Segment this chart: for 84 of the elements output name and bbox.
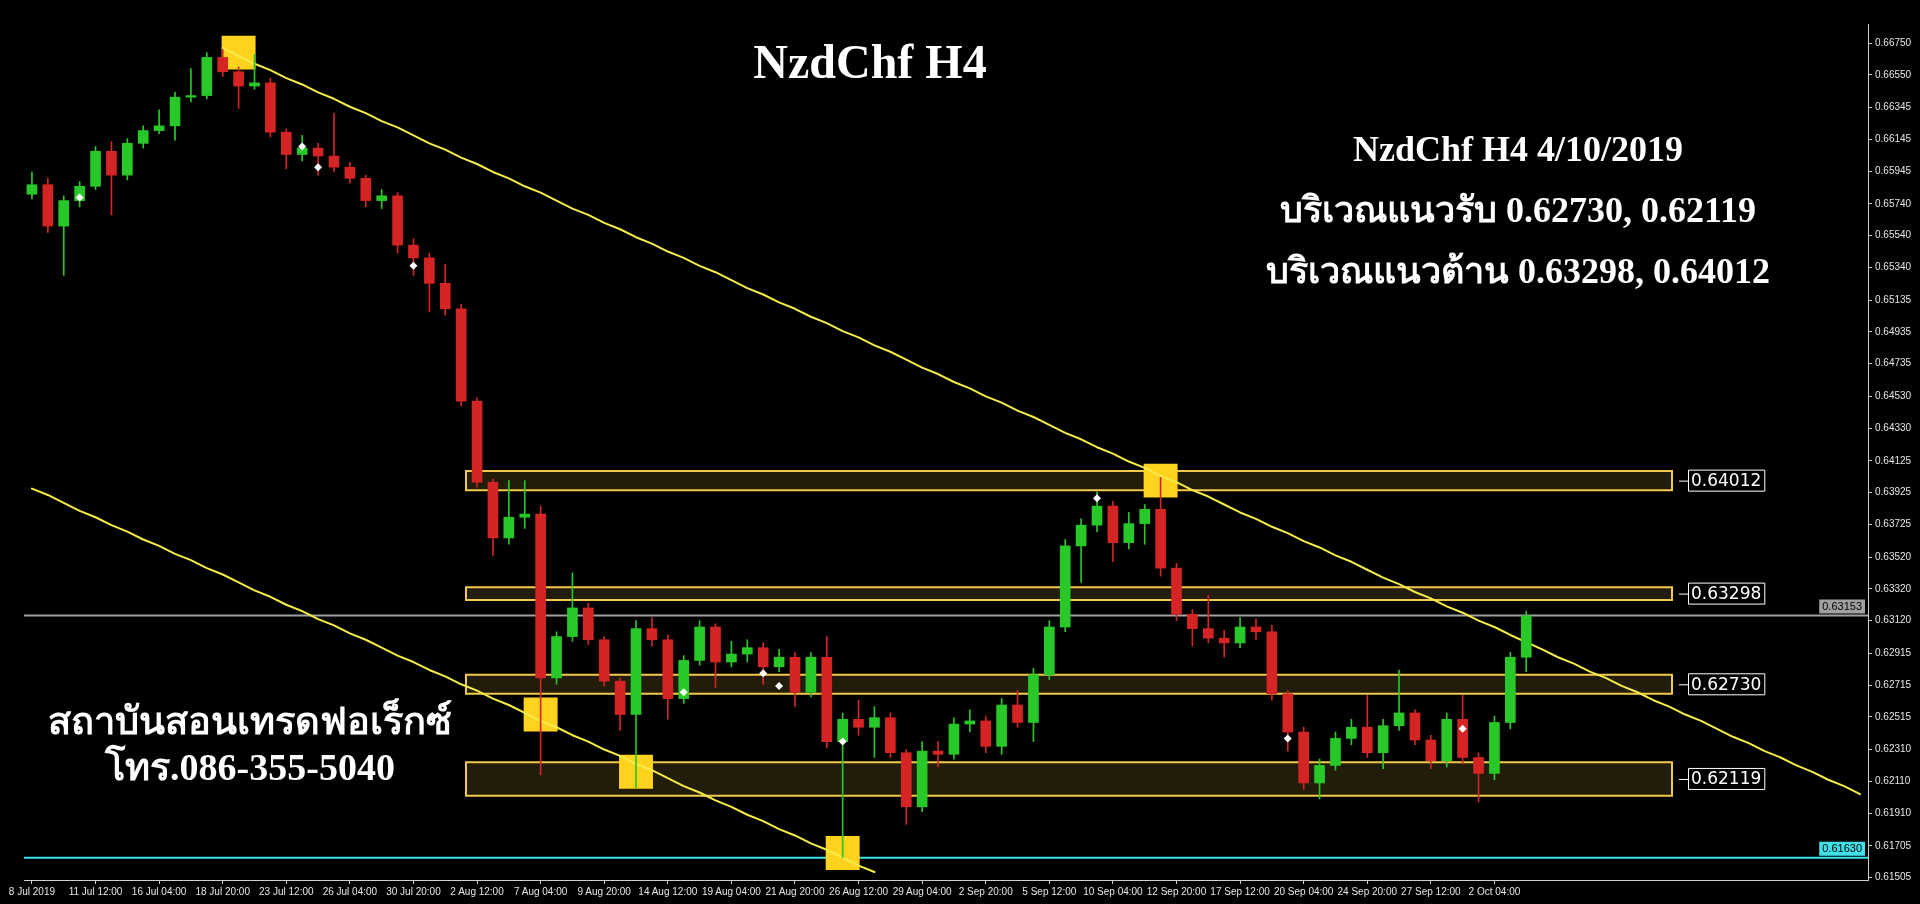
x-tick-label: 19 Aug 04:00 bbox=[701, 885, 762, 897]
point bbox=[298, 142, 307, 151]
point bbox=[1458, 724, 1467, 733]
annotation: NzdChf H4 4/10/2019 bbox=[1352, 129, 1684, 171]
x-tick-label: 10 Sep 04:00 bbox=[1083, 885, 1144, 897]
x-tick-label: 26 Aug 12:00 bbox=[829, 885, 889, 897]
x-tick-label: 14 Aug 12:00 bbox=[638, 885, 698, 897]
band-label: 0.62119 bbox=[1691, 768, 1762, 789]
x-tick-label: 2 Oct 04:00 bbox=[1468, 885, 1521, 897]
candlestick bbox=[1393, 669, 1405, 731]
y-tick-label: 0.65945 bbox=[1875, 164, 1912, 176]
annotation: สถาบันสอนเทรดฟอเร็กซ์ bbox=[48, 700, 452, 744]
point bbox=[759, 669, 768, 678]
x-tick-label: 11 Jul 12:00 bbox=[68, 885, 123, 897]
candlestick bbox=[1202, 594, 1214, 644]
y-tick-label: 0.61705 bbox=[1875, 839, 1912, 851]
y-tick-label: 0.62310 bbox=[1875, 743, 1912, 755]
x-tick-label: 17 Sep 12:00 bbox=[1210, 885, 1271, 897]
candlestick bbox=[932, 741, 944, 768]
y-tick-label: 0.62515 bbox=[1875, 710, 1912, 722]
y-tick-label: 0.66550 bbox=[1875, 68, 1912, 80]
x-tick-label: 21 Aug 20:00 bbox=[765, 885, 825, 897]
x-tick-label: 12 Sep 20:00 bbox=[1146, 885, 1207, 897]
candlestick bbox=[1218, 629, 1230, 658]
y-tick-label: 0.65740 bbox=[1875, 197, 1912, 209]
y-tick-label: 0.64330 bbox=[1875, 421, 1912, 433]
x-tick-label: 2 Aug 12:00 bbox=[450, 885, 505, 897]
x-tick-label: 20 Sep 04:00 bbox=[1273, 885, 1334, 897]
y-tick-label: 0.61910 bbox=[1875, 806, 1912, 818]
y-tick-label: 0.61505 bbox=[1875, 871, 1912, 883]
y-tick-label: 0.65340 bbox=[1875, 261, 1912, 273]
x-tick-label: 23 Jul 12:00 bbox=[259, 885, 314, 897]
y-tick-label: 0.65135 bbox=[1875, 293, 1912, 305]
candlestick bbox=[328, 112, 340, 173]
band-label: 0.62730 bbox=[1691, 673, 1762, 694]
y-tick-label: 0.63725 bbox=[1875, 518, 1912, 530]
y-tick-label: 0.62915 bbox=[1875, 647, 1912, 659]
y-tick-label: 0.66145 bbox=[1875, 133, 1912, 145]
y-tick-label: 0.64530 bbox=[1875, 390, 1912, 402]
y-tick-label: 0.63925 bbox=[1875, 486, 1912, 498]
band-label: 0.64012 bbox=[1691, 470, 1762, 491]
y-tick-label: 0.63120 bbox=[1875, 614, 1912, 626]
x-tick-label: 16 Jul 04:00 bbox=[131, 885, 187, 897]
y-tick-label: 0.66345 bbox=[1875, 101, 1912, 113]
x-tick-label: 26 Jul 04:00 bbox=[322, 885, 378, 897]
x-tick-label: 29 Aug 04:00 bbox=[892, 885, 953, 897]
ref-line-label: 0.61630 bbox=[1822, 842, 1862, 855]
x-tick-label: 8 Jul 2019 bbox=[8, 885, 56, 897]
x-tick-label: 5 Sep 12:00 bbox=[1022, 885, 1077, 897]
y-tick-label: 0.64125 bbox=[1875, 454, 1912, 466]
point bbox=[679, 688, 688, 697]
y-tick-label: 0.64735 bbox=[1875, 357, 1912, 369]
x-tick-label: 24 Sep 20:00 bbox=[1337, 885, 1398, 897]
chart-title: NzdChf H4 bbox=[753, 34, 987, 90]
point bbox=[1143, 463, 1178, 498]
candlestick bbox=[185, 68, 197, 103]
x-tick-label: 2 Sep 20:00 bbox=[958, 885, 1014, 897]
annotation: บริเวณแนวต้าน 0.63298, 0.64012 bbox=[1266, 251, 1770, 293]
y-tick-label: 0.63520 bbox=[1875, 550, 1912, 562]
point bbox=[1283, 734, 1292, 743]
x-tick-label: 18 Jul 20:00 bbox=[195, 885, 251, 897]
y-tick-label: 0.62110 bbox=[1875, 775, 1911, 787]
candlestick bbox=[837, 712, 848, 859]
point bbox=[775, 681, 784, 690]
x-tick-label: 7 Aug 04:00 bbox=[513, 885, 568, 897]
candlestick bbox=[519, 480, 531, 529]
point bbox=[1093, 494, 1102, 503]
ref-line-label: 0.63153 bbox=[1822, 599, 1862, 612]
x-tick-label: 27 Sep 12:00 bbox=[1401, 885, 1462, 897]
y-tick-label: 0.64935 bbox=[1875, 325, 1912, 337]
point bbox=[314, 163, 323, 172]
candlestick bbox=[376, 189, 387, 209]
x-tick-label: 30 Jul 20:00 bbox=[386, 885, 442, 897]
annotation: บริเวณแนวรับ 0.62730, 0.62119 bbox=[1279, 190, 1757, 232]
point bbox=[838, 737, 847, 746]
y-tick-label: 0.65540 bbox=[1875, 229, 1912, 241]
y-tick-label: 0.63320 bbox=[1875, 582, 1912, 594]
point bbox=[409, 261, 418, 270]
annotation: โทร.086-355-5040 bbox=[105, 746, 395, 790]
y-tick-label: 0.62715 bbox=[1875, 678, 1912, 690]
y-tick-label: 0.66750 bbox=[1875, 36, 1912, 48]
point bbox=[825, 835, 860, 870]
x-tick-label: 9 Aug 20:00 bbox=[577, 885, 632, 897]
band-label: 0.63298 bbox=[1691, 583, 1762, 604]
